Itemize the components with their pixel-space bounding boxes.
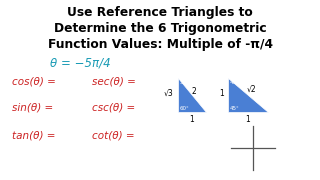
Text: 45°: 45°	[230, 80, 240, 85]
Text: Function Values: Multiple of -π/4: Function Values: Multiple of -π/4	[47, 38, 273, 51]
Polygon shape	[228, 78, 268, 112]
Text: tan(θ) =: tan(θ) =	[12, 130, 55, 140]
Polygon shape	[178, 78, 206, 112]
Text: csc(θ) =: csc(θ) =	[92, 103, 135, 113]
Text: √2: √2	[247, 84, 257, 93]
Text: θ = −5π/4: θ = −5π/4	[50, 57, 110, 70]
Text: sec(θ) =: sec(θ) =	[92, 76, 136, 86]
Text: 2: 2	[192, 87, 196, 96]
Text: 60°: 60°	[180, 106, 190, 111]
Text: 1: 1	[190, 115, 194, 124]
Text: 45°: 45°	[230, 106, 240, 111]
Text: cot(θ) =: cot(θ) =	[92, 130, 135, 140]
Text: 30°: 30°	[180, 80, 190, 85]
Text: Determine the 6 Trigonometric: Determine the 6 Trigonometric	[54, 22, 266, 35]
Text: √3: √3	[164, 89, 174, 98]
Text: 1: 1	[246, 115, 250, 124]
Text: cos(θ) =: cos(θ) =	[12, 76, 56, 86]
Text: 1: 1	[219, 89, 224, 98]
Text: Use Reference Triangles to: Use Reference Triangles to	[67, 6, 253, 19]
Text: sin(θ) =: sin(θ) =	[12, 103, 53, 113]
